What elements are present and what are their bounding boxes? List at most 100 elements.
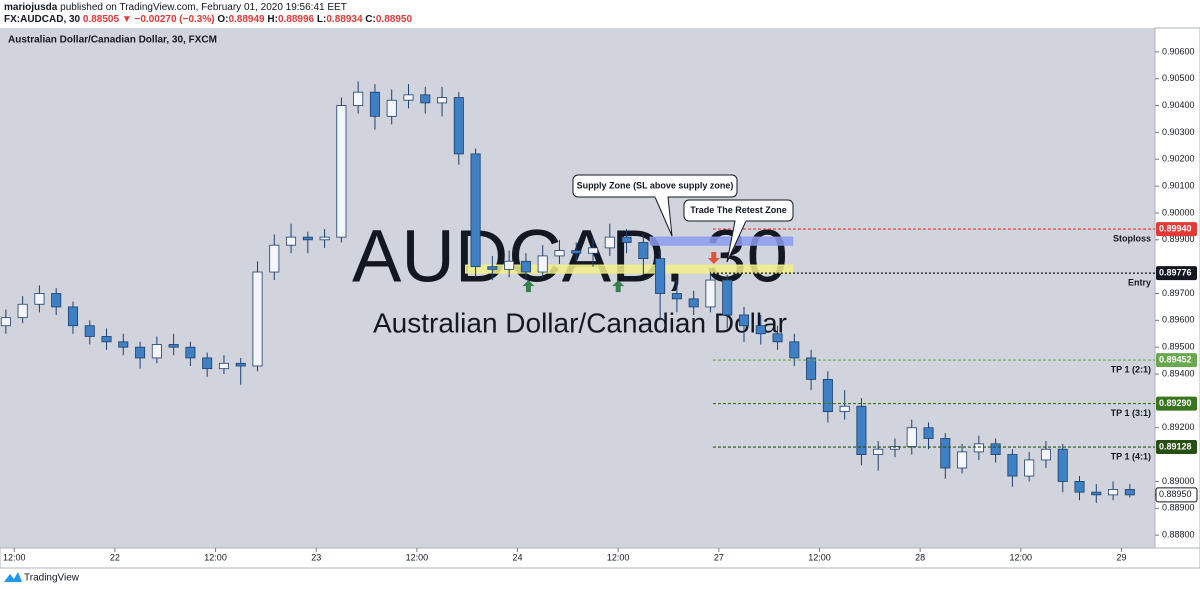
candle-body <box>487 266 498 270</box>
candle-body <box>286 236 297 246</box>
candle-body <box>973 443 984 453</box>
candle-body <box>621 236 632 243</box>
candle-body <box>101 336 112 343</box>
candle-body <box>638 242 649 260</box>
candle-body <box>1074 481 1085 493</box>
candle-body <box>554 250 565 257</box>
footer-text: TradingView <box>24 573 80 584</box>
signal-arrow <box>612 280 625 293</box>
signal-arrow <box>707 251 720 264</box>
level-name: Stoploss <box>1113 233 1151 243</box>
candle-body <box>118 341 129 348</box>
x-tick-label: 28 <box>915 552 925 562</box>
candle-body <box>1040 448 1051 461</box>
chart-title: Australian Dollar/Canadian Dollar, 30, F… <box>8 35 217 46</box>
candle-body <box>571 250 582 254</box>
level-price-label: 0.89452 <box>1159 354 1192 364</box>
header-line-2: FX:AUDCAD, 30 0.88505 ▼ −0.00270 (−0.3%)… <box>4 14 412 25</box>
callout-text: Trade The Retest Zone <box>690 205 787 215</box>
candle-body <box>520 260 531 273</box>
candle-body <box>1007 454 1018 477</box>
x-tick-label: 12:00 <box>1010 552 1033 562</box>
zone <box>649 236 794 246</box>
candle-body <box>84 325 95 337</box>
candle-body <box>1124 489 1135 496</box>
y-tick-label: 0.90400 <box>1162 100 1195 110</box>
candle-body <box>1108 489 1119 496</box>
candle-body <box>789 341 800 359</box>
candle-body <box>537 255 548 273</box>
candle-body <box>688 298 699 308</box>
candle-body <box>34 293 45 305</box>
y-tick-label: 0.90000 <box>1162 207 1195 217</box>
candle-body <box>990 443 1001 455</box>
level-price-box <box>1156 222 1197 237</box>
y-tick-label: 0.88800 <box>1162 529 1195 539</box>
y-tick-label: 0.89700 <box>1162 288 1195 298</box>
candle-body <box>319 236 330 241</box>
y-tick-label: 0.90200 <box>1162 154 1195 164</box>
level-price-label: 0.89290 <box>1159 398 1192 408</box>
ohlc-value: 0.88950 <box>376 14 413 25</box>
candle-body <box>67 306 78 327</box>
y-tick-label: 0.89900 <box>1162 234 1195 244</box>
y-tick-label: 0.89600 <box>1162 315 1195 325</box>
candle-body <box>353 91 364 106</box>
x-tick-label: 12:00 <box>3 552 26 562</box>
candle-body <box>168 344 179 348</box>
x-tick-label: 12:00 <box>607 552 630 562</box>
candle-body <box>1057 448 1068 482</box>
candle-body <box>218 362 229 370</box>
level-price-box <box>1156 266 1197 281</box>
candle-body <box>403 94 414 101</box>
ohlc-label: L: <box>317 14 326 25</box>
signal-arrow <box>522 280 535 293</box>
candle-body <box>235 362 246 367</box>
ohlc-value: 0.88996 <box>278 14 315 25</box>
y-tick-label: 0.89400 <box>1162 368 1195 378</box>
x-tick-label: 23 <box>311 552 321 562</box>
candle-body <box>369 91 380 117</box>
last-price-box <box>1155 487 1198 503</box>
x-tick-label: 12:00 <box>204 552 227 562</box>
level-name: TP 1 (2:1) <box>1111 364 1151 374</box>
candle-body <box>588 247 599 254</box>
candle-body <box>470 153 481 268</box>
candle-body <box>772 333 783 343</box>
plot-area: Australian Dollar/Canadian Dollar, 30, F… <box>0 27 1200 569</box>
y-tick-label: 0.89200 <box>1162 422 1195 432</box>
candle-body <box>252 271 263 367</box>
level-price-label: 0.89776 <box>1159 267 1192 277</box>
candle-body <box>185 346 196 359</box>
symbol: FX:AUDCAD, 30 <box>4 14 81 25</box>
candle-body <box>504 260 515 270</box>
x-tick-label: 24 <box>513 552 523 562</box>
y-tick-label: 0.90500 <box>1162 73 1195 83</box>
header-line-1: mariojusda published on TradingView.com,… <box>4 2 347 13</box>
time-axis <box>0 547 1200 569</box>
ohlc-label: O: <box>217 14 228 25</box>
watermark: Australian Dollar/Canadian Dollar <box>373 307 787 338</box>
level-name: TP 1 (3:1) <box>1111 408 1151 418</box>
callout-text: Supply Zone (SL above supply zone) <box>577 180 734 190</box>
candle-body <box>839 405 850 413</box>
candle-body <box>604 236 615 249</box>
candle-body <box>738 314 750 327</box>
footer-logo: TradingView <box>4 572 80 584</box>
last-price-label: 0.88950 <box>1159 489 1192 499</box>
ohlc-value: 0.88934 <box>326 14 363 25</box>
y-tick-label: 0.88900 <box>1162 503 1195 513</box>
x-tick-label: 27 <box>714 552 724 562</box>
candle-body <box>453 97 464 155</box>
x-tick-label: 12:00 <box>406 552 429 562</box>
y-tick-label: 0.90100 <box>1162 180 1195 190</box>
candle-body <box>906 427 917 447</box>
level-price-box <box>1156 440 1197 455</box>
candle-body <box>822 379 833 413</box>
candle-body <box>940 438 951 469</box>
candle-body <box>420 94 431 104</box>
candle-body <box>17 303 28 319</box>
candle-body <box>1024 459 1035 477</box>
candle-body <box>722 279 733 316</box>
